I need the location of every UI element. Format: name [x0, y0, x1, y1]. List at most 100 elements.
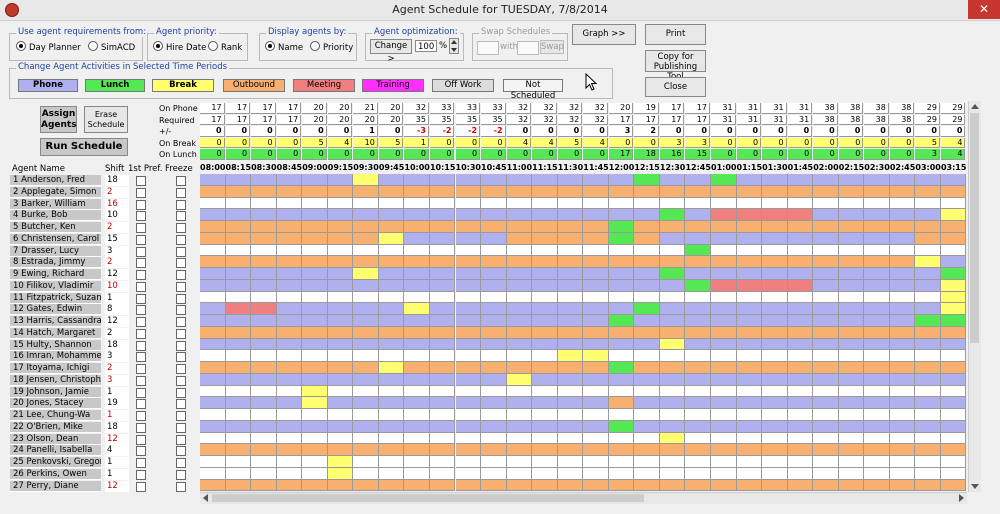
schedule-cell[interactable]	[455, 185, 482, 198]
schedule-cell[interactable]	[787, 209, 814, 221]
schedule-cell[interactable]	[787, 303, 814, 315]
schedule-cell[interactable]	[864, 338, 890, 351]
schedule-cell[interactable]	[915, 291, 941, 304]
schedule-cell[interactable]	[302, 256, 328, 268]
schedule-cell[interactable]	[787, 268, 814, 280]
schedule-cell[interactable]	[353, 456, 379, 468]
schedule-cell[interactable]	[864, 197, 890, 210]
schedule-cell[interactable]	[557, 385, 584, 398]
schedule-cell[interactable]	[353, 174, 379, 186]
schedule-cell[interactable]	[353, 385, 379, 398]
schedule-cell[interactable]	[455, 350, 482, 362]
schedule-cell[interactable]	[200, 268, 226, 280]
schedule-cell[interactable]	[813, 315, 839, 327]
agent-row[interactable]: 13 Harris, Cassandra 12	[10, 316, 198, 328]
schedule-cell[interactable]	[353, 373, 379, 386]
first-pref-checkbox[interactable]	[136, 340, 146, 351]
agent-shift[interactable]: 15	[105, 233, 129, 245]
schedule-cell[interactable]	[659, 244, 686, 257]
schedule-cell[interactable]	[557, 197, 584, 210]
schedule-cell[interactable]	[889, 279, 916, 292]
agent-row[interactable]: 3 Barker, William 16	[10, 198, 198, 211]
schedule-cell[interactable]	[889, 385, 916, 398]
schedule-cell[interactable]	[276, 209, 303, 221]
schedule-cell[interactable]	[736, 209, 763, 221]
schedule-cell[interactable]	[864, 385, 890, 398]
schedule-cell[interactable]	[353, 268, 379, 280]
schedule-cell[interactable]	[276, 174, 303, 186]
schedule-cell[interactable]	[251, 338, 277, 351]
schedule-cell[interactable]	[276, 420, 303, 433]
schedule-cell[interactable]	[276, 303, 303, 315]
schedule-cell[interactable]	[378, 373, 405, 386]
schedule-cell[interactable]	[327, 338, 354, 351]
schedule-cell[interactable]	[736, 409, 763, 421]
schedule-cell[interactable]	[583, 326, 609, 339]
schedule-cell[interactable]	[583, 268, 609, 280]
schedule-cell[interactable]	[378, 326, 405, 339]
schedule-cell[interactable]	[608, 420, 635, 433]
agent-row[interactable]: 24 Panelli, Isabella 4	[10, 445, 198, 457]
schedule-cell[interactable]	[940, 362, 966, 374]
first-pref-checkbox[interactable]	[136, 199, 146, 210]
schedule-cell[interactable]	[481, 373, 507, 386]
schedule-cell[interactable]	[583, 456, 609, 468]
schedule-cell[interactable]	[711, 362, 737, 374]
schedule-cell[interactable]	[813, 373, 839, 386]
schedule-cell[interactable]	[532, 362, 558, 374]
schedule-cell[interactable]	[557, 373, 584, 386]
swap-to-input[interactable]	[517, 41, 539, 55]
schedule-cell[interactable]	[659, 209, 686, 221]
schedule-cell[interactable]	[940, 467, 966, 480]
schedule-cell[interactable]	[276, 279, 303, 292]
schedule-cell[interactable]	[557, 303, 584, 315]
schedule-cell[interactable]	[251, 397, 277, 409]
schedule-cell[interactable]	[557, 397, 584, 409]
schedule-cell[interactable]	[378, 244, 405, 257]
schedule-cell[interactable]	[378, 279, 405, 292]
schedule-cell[interactable]	[864, 362, 890, 374]
agent-name[interactable]: 25 Penkovski, Gregory	[10, 457, 101, 468]
schedule-cell[interactable]	[200, 185, 226, 198]
schedule-cell[interactable]	[404, 209, 430, 221]
agent-shift[interactable]: 16	[105, 198, 129, 210]
schedule-cell[interactable]	[327, 256, 354, 268]
schedule-cell[interactable]	[532, 326, 558, 339]
schedule-cell[interactable]	[353, 221, 379, 233]
schedule-grid[interactable]	[200, 174, 966, 492]
schedule-cell[interactable]	[813, 479, 839, 492]
schedule-cell[interactable]	[378, 338, 405, 351]
schedule-cell[interactable]	[583, 479, 609, 492]
schedule-cell[interactable]	[608, 326, 635, 339]
schedule-cell[interactable]	[532, 197, 558, 210]
schedule-cell[interactable]	[327, 467, 354, 480]
schedule-cell[interactable]	[455, 456, 482, 468]
schedule-cell[interactable]	[711, 197, 737, 210]
schedule-cell[interactable]	[532, 385, 558, 398]
schedule-cell[interactable]	[429, 350, 456, 362]
schedule-cell[interactable]	[736, 291, 763, 304]
schedule-cell[interactable]	[915, 373, 941, 386]
schedule-cell[interactable]	[327, 479, 354, 492]
schedule-cell[interactable]	[838, 315, 865, 327]
schedule-cell[interactable]	[813, 350, 839, 362]
schedule-cell[interactable]	[276, 221, 303, 233]
schedule-cell[interactable]	[608, 291, 635, 304]
agent-name[interactable]: 11 Fitzpatrick, Suzan	[10, 292, 101, 304]
schedule-cell[interactable]	[608, 467, 635, 480]
schedule-cell[interactable]	[302, 467, 328, 480]
schedule-cell[interactable]	[659, 174, 686, 186]
agent-row[interactable]: 11 Fitzpatrick, Suzan 1	[10, 292, 198, 305]
schedule-cell[interactable]	[608, 303, 635, 315]
schedule-cell[interactable]	[404, 420, 430, 433]
schedule-cell[interactable]	[659, 315, 686, 327]
schedule-cell[interactable]	[838, 397, 865, 409]
first-pref-checkbox[interactable]	[136, 176, 146, 186]
schedule-cell[interactable]	[813, 432, 839, 445]
schedule-cell[interactable]	[685, 232, 711, 245]
schedule-cell[interactable]	[659, 185, 686, 198]
schedule-cell[interactable]	[685, 197, 711, 210]
schedule-cell[interactable]	[608, 338, 635, 351]
schedule-cell[interactable]	[838, 467, 865, 480]
schedule-cell[interactable]	[889, 256, 916, 268]
